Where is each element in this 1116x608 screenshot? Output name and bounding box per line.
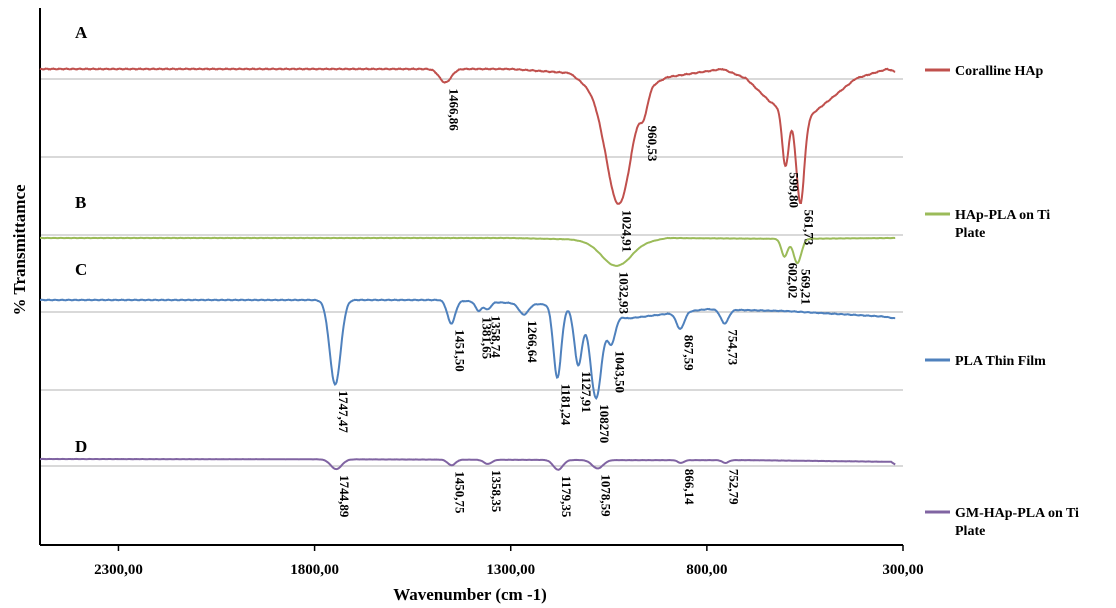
peak-label: 867,59 — [681, 335, 696, 371]
x-tick-label: 800,00 — [686, 562, 727, 578]
peak-label: 866,14 — [682, 469, 697, 505]
peak-label: 1466,86 — [446, 89, 461, 132]
legend-label-c: PLA Thin Film — [955, 354, 1046, 369]
peak-label: 1451,50 — [452, 330, 467, 372]
peak-label: 569,21 — [798, 269, 813, 305]
panel-letter-d: D — [75, 437, 87, 456]
legend-label-d: GM-HAp-PLA on Ti Plate — [955, 506, 1079, 539]
peak-label: 960,53 — [645, 126, 660, 162]
x-axis-title: Wavenumber (cm -1) — [393, 585, 547, 604]
peak-label: 561,73 — [801, 210, 816, 246]
x-tick-label: 2300,00 — [94, 562, 143, 578]
legend-label-a: Coralline HAp — [955, 64, 1043, 79]
peak-label: 1747,47 — [336, 391, 351, 434]
series-line-a — [39, 67, 896, 205]
x-tick-label: 1800,00 — [290, 562, 339, 578]
peak-label: 1358,74 — [489, 316, 504, 359]
panel-letters: A B C D — [75, 23, 88, 456]
series-line-c — [39, 298, 896, 400]
series-lines — [39, 67, 896, 471]
peak-label: 1024,91 — [620, 210, 635, 252]
panel-letter-b: B — [75, 193, 86, 212]
peak-label: 108270 — [597, 404, 612, 443]
legend-label-b: HAp-PLA on Ti Plate — [955, 208, 1050, 241]
peak-label: 1181,24 — [558, 384, 573, 426]
peak-label: 1266,64 — [525, 321, 540, 364]
peak-label: 602,02 — [786, 263, 801, 299]
series-line-b — [40, 236, 896, 267]
peak-label: 1450,75 — [453, 471, 468, 514]
x-tick-label: 300,00 — [882, 562, 923, 578]
series-line-d — [39, 457, 896, 471]
peak-label: 1043,50 — [612, 351, 627, 393]
peak-label: 1179,35 — [559, 476, 574, 518]
peak-label: 752,79 — [726, 469, 741, 505]
panel-letter-c: C — [75, 260, 87, 279]
peak-label: 1381,65 — [480, 317, 495, 360]
peak-label: 1078,59 — [599, 474, 614, 517]
gridlines — [40, 78, 903, 467]
peak-label: 754,73 — [726, 329, 741, 365]
panel-letter-a: A — [75, 23, 88, 42]
legend: Coralline HAp HAp-PLA on Ti Plate PLA Thin … — [925, 64, 1079, 539]
peak-label: 1032,93 — [617, 272, 632, 315]
peak-label: 1127,91 — [579, 371, 594, 413]
peak-label: 1744,89 — [337, 475, 352, 518]
peak-label: 599,80 — [786, 172, 801, 208]
x-ticks: 2300,00 1800,00 1300,00 800,00 300,00 — [94, 545, 924, 578]
x-tick-label: 1300,00 — [486, 562, 535, 578]
y-axis-title: % Transmittamce — [10, 184, 29, 316]
peak-label: 1358,35 — [489, 470, 504, 513]
